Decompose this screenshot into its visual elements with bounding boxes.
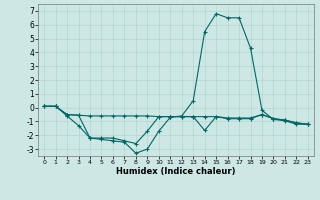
X-axis label: Humidex (Indice chaleur): Humidex (Indice chaleur) <box>116 167 236 176</box>
